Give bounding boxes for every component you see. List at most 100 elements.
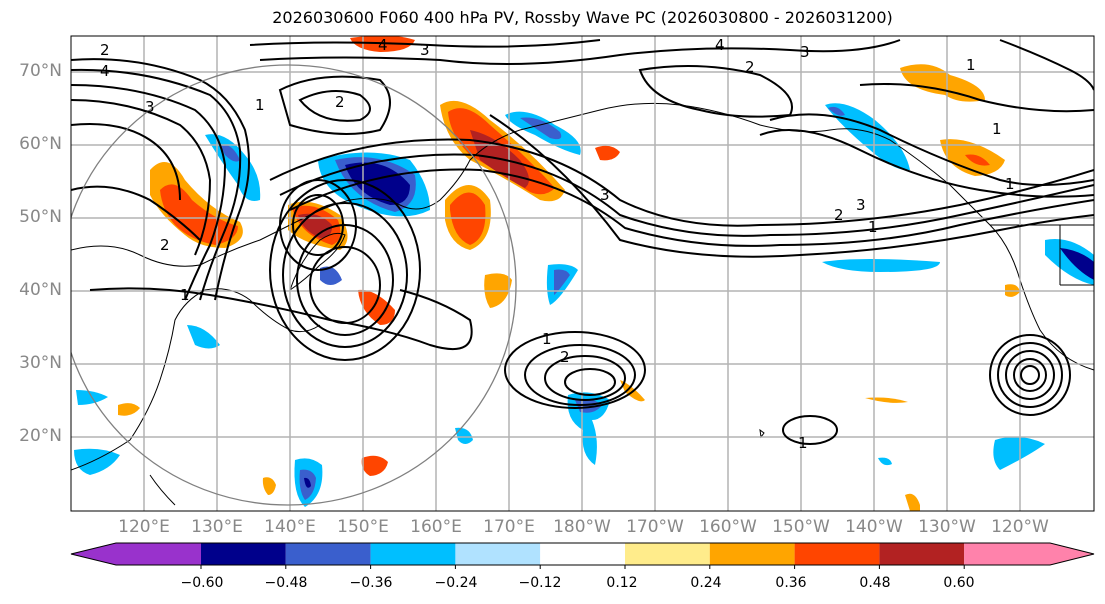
anomaly-negative <box>74 448 120 475</box>
anomaly-negative <box>993 436 1045 470</box>
lat-label: 50°N <box>19 207 62 227</box>
colorbar-band <box>116 543 201 565</box>
anomaly-positive <box>905 493 920 511</box>
colorbar-tick-label: −0.24 <box>434 575 478 591</box>
contour-label: 2 <box>560 348 570 366</box>
anomaly-negative <box>1045 239 1094 285</box>
lon-label: 120°E <box>118 517 170 537</box>
lon-label: 160°E <box>410 517 462 537</box>
anomaly-negative <box>567 392 610 465</box>
lon-label: 120°W <box>991 517 1049 537</box>
contour-label: 4 <box>100 62 110 80</box>
gridlines <box>71 36 1094 511</box>
colorbar-tick-label: −0.60 <box>180 575 224 591</box>
lat-label: 70°N <box>19 61 62 81</box>
colorbar-band <box>709 543 795 565</box>
colorbar-tick-label: −0.48 <box>264 575 308 591</box>
contour-label: 1 <box>798 434 808 452</box>
lon-label: 130°E <box>191 517 243 537</box>
lon-label: 150°W <box>772 517 830 537</box>
anomaly-negative <box>187 325 220 349</box>
colorbar-band <box>879 543 965 565</box>
contour-label: 3 <box>800 43 810 61</box>
contour-label: 4 <box>715 36 725 54</box>
colorbar-outline <box>70 542 1095 566</box>
colorbar-band <box>370 543 456 565</box>
anomaly-negative <box>505 111 581 155</box>
contour-label: 3 <box>600 186 610 204</box>
anomaly-negative <box>220 144 240 162</box>
anomaly-negative <box>828 106 845 116</box>
anomaly-negative <box>822 259 940 272</box>
contour-label: 3 <box>856 196 866 214</box>
lon-label: 140°W <box>845 517 903 537</box>
contour-label: 2 <box>834 206 844 224</box>
colorbar-tick-label: 0.60 <box>943 575 975 591</box>
lon-label: 180°W <box>553 517 611 537</box>
lon-label: 150°E <box>337 517 389 537</box>
coastlines <box>71 102 1094 506</box>
anomaly-positive <box>361 455 388 476</box>
lon-label: 170°E <box>483 517 535 537</box>
contour-label: 1 <box>1005 175 1015 193</box>
colorbar-tick-label: −0.12 <box>518 575 562 591</box>
lon-label: 160°W <box>699 517 757 537</box>
contour-label: 2 <box>160 236 170 254</box>
contour-label: 1 <box>255 96 265 114</box>
colorbar <box>70 542 1095 569</box>
anomaly-negative <box>304 477 311 488</box>
contour-labels: 4 2 3 1 2 4 3 1 2 3 4 2 3 1 1 1 2 3 1 2 … <box>100 36 1015 452</box>
contour-label: 3 <box>420 41 430 59</box>
colorbar-tick-label: 0.36 <box>775 575 807 591</box>
anomaly-positive <box>118 403 140 416</box>
colorbar-band <box>794 543 880 565</box>
lon-label: 140°E <box>264 517 316 537</box>
anomaly-negative <box>520 117 562 140</box>
colorbar-tick-label: 0.48 <box>859 575 891 591</box>
contour-label: 3 <box>145 98 155 116</box>
anomaly-positive <box>865 397 908 403</box>
colorbar-tick-label: 0.12 <box>606 575 638 591</box>
contour-label: 4 <box>378 36 388 54</box>
contour-label: 2 <box>335 93 345 111</box>
map-frame <box>70 35 1095 512</box>
colorbar-tick-label: 0.24 <box>690 575 722 591</box>
colorbar-band <box>455 543 541 565</box>
colorbar-extend-max <box>1050 543 1094 565</box>
anomaly-positive <box>358 289 395 325</box>
contour-label: 2 <box>745 58 755 76</box>
anomaly-positive <box>595 145 620 161</box>
colorbar-tick-label: −0.36 <box>349 575 393 591</box>
pv-contours <box>71 39 1094 445</box>
lat-label: 40°N <box>19 280 62 300</box>
colorbar-band <box>285 543 371 565</box>
anomaly-negative <box>554 269 570 295</box>
lon-label: 130°W <box>918 517 976 537</box>
anomaly-negative <box>825 103 910 171</box>
anomaly-negative <box>320 266 342 285</box>
anomaly-positive <box>900 64 985 102</box>
anomaly-negative <box>878 457 892 466</box>
lon-label: 170°W <box>626 517 684 537</box>
colorbar-extend-min <box>71 543 116 565</box>
colorbar-band <box>201 543 286 565</box>
lat-label: 30°N <box>19 353 62 373</box>
colorbar-band <box>964 543 1050 565</box>
anomaly-positive <box>262 477 276 495</box>
chart-title: 2026030600 F060 400 hPa PV, Rossby Wave … <box>272 8 893 27</box>
great-circle-ring <box>71 64 517 506</box>
contour-label: 1 <box>868 218 878 236</box>
anomaly-positive <box>965 154 990 166</box>
contour-label: 1 <box>992 120 1002 138</box>
anomaly-negative <box>1060 248 1094 280</box>
anomaly-negative <box>455 427 473 444</box>
lat-label: 60°N <box>19 134 62 154</box>
contour-label: 1 <box>180 286 190 304</box>
contour-label: 1 <box>542 330 552 348</box>
contour-label: 1 <box>966 56 976 74</box>
colorbar-band <box>540 543 625 565</box>
colorbar-band <box>625 543 710 565</box>
lat-label: 20°N <box>19 426 62 446</box>
anomaly-negative <box>345 162 410 205</box>
